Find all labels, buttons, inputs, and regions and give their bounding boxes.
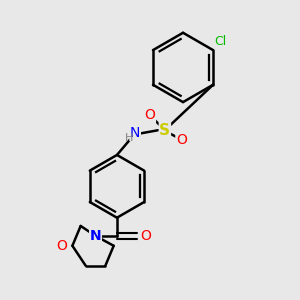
Text: O: O [176, 133, 187, 147]
Text: N: N [90, 229, 101, 243]
Text: Cl: Cl [215, 35, 227, 48]
Text: O: O [145, 108, 155, 122]
Text: H: H [125, 134, 134, 143]
Text: N: N [130, 127, 140, 140]
Text: S: S [159, 123, 170, 138]
Text: O: O [57, 239, 68, 253]
Text: O: O [140, 229, 151, 243]
